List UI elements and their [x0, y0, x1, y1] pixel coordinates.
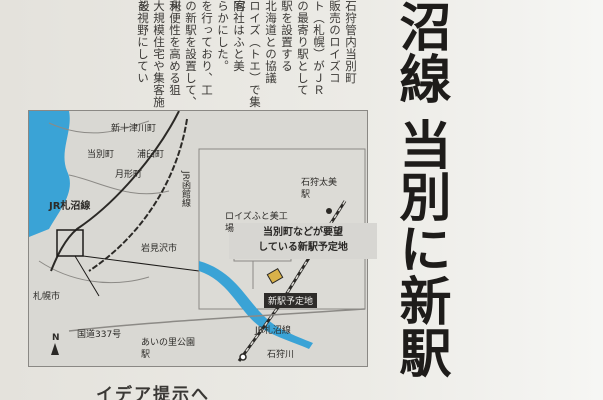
article-column: 同社はふと美 [232, 0, 246, 72]
sea-area [29, 111, 70, 237]
label-sapporo: 札幌市 [33, 292, 61, 302]
article-column: 石狩管内当別町 [344, 0, 358, 84]
article-column: 北海道との協議 [264, 0, 278, 84]
article-column: 利便性を高める狙 [168, 0, 182, 96]
locator-callout [74, 255, 200, 297]
article-column: を行っており、工 [200, 0, 214, 96]
label-tsukigata: 月形町 [115, 170, 143, 180]
label-ishikari-river: 石狩川 [267, 350, 295, 360]
article-body: 石狩管内当別町 販売のロイズコ ト（札幌）がＪＲ の最寄り駅として 駅を設置する… [28, 0, 358, 108]
map-title-line1: 当別町などが要望 [263, 227, 343, 238]
new-station-marker [266, 267, 284, 285]
station-ainosato [239, 353, 247, 361]
label-ishikari-futomi: 石狩太美駅 [301, 178, 338, 200]
ishikari-river [199, 261, 313, 349]
label-urausu: 浦臼町 [137, 150, 165, 160]
label-route-337: 国道337号 [77, 330, 122, 340]
article-column: の最寄り駅として [296, 0, 310, 96]
label-royce-factory: ロイズふと美工場 [225, 212, 288, 234]
label-jr-sassho-detail: JR札沼線 [255, 326, 291, 336]
article-column: ロイズ（トエ）で集客 [233, 0, 262, 108]
map-title: 当別町などが要望 している新駅予定地 [229, 223, 377, 259]
label-shin-totsugawa: 新十津川町 [111, 124, 157, 134]
article-column: ト（札幌）がＪＲ [312, 0, 326, 96]
article-column: 販売のロイズコ [328, 0, 342, 84]
locator-box [56, 229, 84, 257]
north-arrow [51, 343, 59, 355]
label-new-station: 新駅予定地 [264, 293, 318, 308]
label-north: N [52, 333, 60, 343]
label-tobetsu-town: 当別町 [87, 150, 115, 160]
route-337 [68, 308, 366, 332]
article-column: 駅を設置する [280, 0, 294, 72]
article-column: らかにした。 [216, 0, 230, 72]
sub-headline-fragment: イデア提示へ [96, 385, 210, 400]
article-column: 大規模住宅や集客施設 [137, 0, 166, 108]
jr-hakodate-line [88, 118, 188, 272]
headline-part1: 沼線 [390, 0, 451, 104]
map-title-line2: している新駅予定地 [258, 242, 348, 253]
jr-sassho-line-inset [50, 111, 180, 272]
label-iwamizawa: 岩見沢市 [141, 244, 178, 254]
headline-part2: 当別に新駅 [390, 118, 451, 378]
label-ainosato: あいの里公園駅 [141, 338, 196, 360]
article-column: の新駅を設置して、来 [169, 0, 198, 108]
label-jr-sassho: JR札沼線 [49, 201, 91, 212]
map-figure: 当別町などが要望 している新駅予定地 新十津川町 当別町 浦臼町 月形町 JR函… [28, 110, 377, 367]
station-ishikari-futomi [326, 208, 332, 214]
label-jr-hakodate: JR函館線 [180, 171, 190, 207]
article-column: を視野にしてい [136, 0, 150, 84]
